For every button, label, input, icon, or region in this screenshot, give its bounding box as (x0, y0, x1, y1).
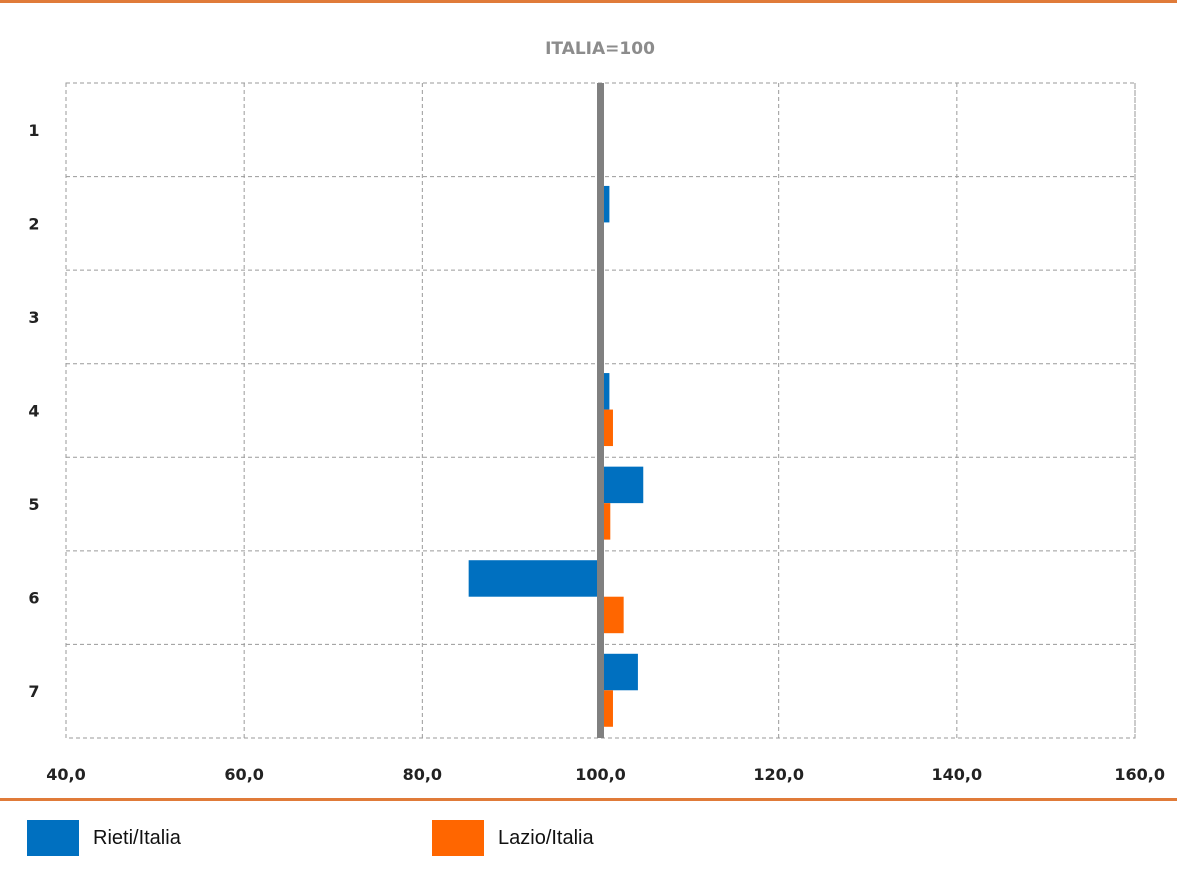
y-tick-label: 2 (28, 214, 39, 233)
y-tick-label: 3 (28, 308, 39, 327)
bar-rieti-2 (600, 185, 610, 223)
y-tick-label: 1 (28, 121, 39, 140)
x-tick-label: 140,0 (932, 765, 983, 784)
bottom-rule (0, 798, 1177, 801)
legend-swatch-rieti (27, 820, 79, 856)
bar-rieti-4 (600, 373, 610, 410)
bars (468, 185, 644, 727)
x-tick-label: 60,0 (224, 765, 263, 784)
bar-rieti-5 (600, 466, 644, 504)
legend-label-lazio: Lazio/Italia (498, 826, 594, 849)
legend-item-rieti: Rieti/Italia (27, 820, 181, 856)
legend-item-lazio: Lazio/Italia (432, 820, 594, 856)
legend-label-rieti: Rieti/Italia (93, 826, 181, 849)
y-axis-labels: 1 2 3 4 5 6 7 (28, 121, 39, 701)
x-tick-label: 40,0 (46, 765, 85, 784)
y-tick-label: 5 (28, 495, 39, 514)
bar-lazio-6 (600, 596, 624, 634)
x-tick-label: 160,0 (1114, 765, 1165, 784)
x-tick-label: 80,0 (403, 765, 442, 784)
bar-lazio-5 (600, 503, 611, 540)
y-tick-label: 4 (28, 402, 39, 421)
y-tick-label: 7 (28, 682, 39, 701)
bar-rieti-6 (468, 560, 601, 597)
x-axis-labels: 40,0 60,0 80,0 100,0 120,0 140,0 160,0 (46, 765, 1165, 784)
x-tick-label: 120,0 (753, 765, 804, 784)
top-rule (0, 0, 1177, 3)
x-tick-label: 100,0 (575, 765, 626, 784)
bar-chart: ITALIA=100 1 2 3 4 5 6 7 40,0 60,0 80,0 100,0 120,… (28, 39, 1165, 784)
y-tick-label: 6 (28, 589, 39, 608)
chart-title: ITALIA=100 (545, 39, 655, 59)
legend-swatch-lazio (432, 820, 484, 856)
bar-rieti-7 (600, 653, 638, 691)
